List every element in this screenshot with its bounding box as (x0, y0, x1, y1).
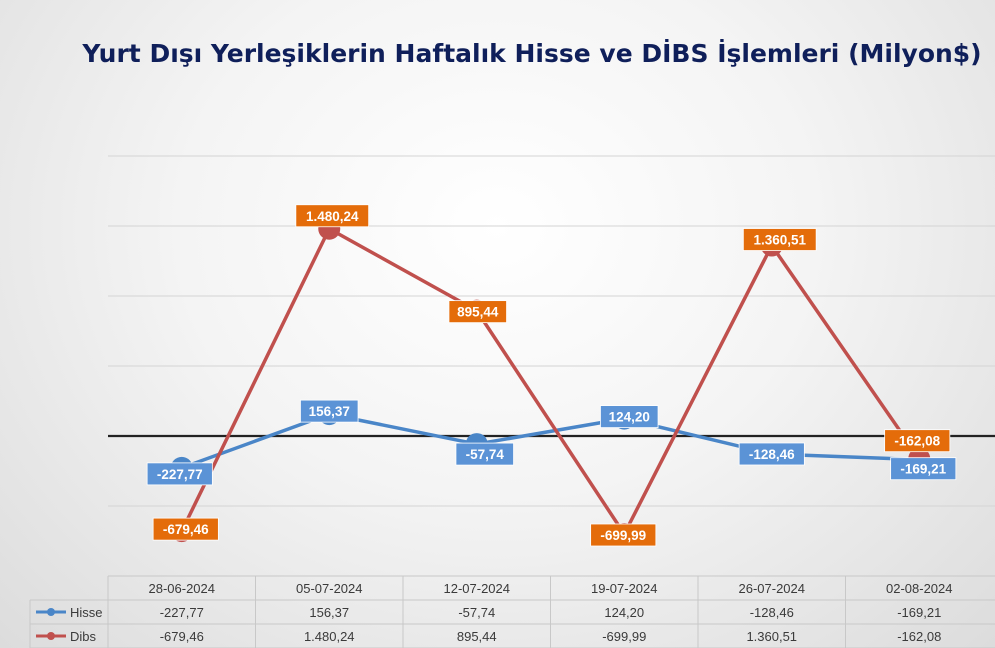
data-label-dibs: 1.480,24 (295, 204, 370, 228)
data-label-hisse: -169,21 (890, 457, 957, 481)
data-label-hisse: -128,46 (738, 442, 805, 466)
table-header-cell: 19-07-2024 (591, 581, 658, 596)
data-label-hisse: -227,77 (146, 462, 213, 486)
data-labels: -227,77 156,37 -57,74 124,20 -128,46 -169,21 -… (146, 204, 957, 547)
svg-text:-227,77: -227,77 (157, 467, 203, 482)
data-label-dibs: -162,08 (884, 429, 951, 453)
legend-key-hisse (36, 608, 66, 616)
data-label-dibs: -699,99 (590, 523, 657, 547)
data-label-hisse: 156,37 (300, 399, 359, 423)
table-cell: -128,46 (750, 605, 794, 620)
svg-text:-679,46: -679,46 (163, 522, 209, 537)
legend-key-dibs (36, 632, 66, 640)
svg-text:1.360,51: 1.360,51 (753, 233, 806, 248)
table-header-cell: 28-06-2024 (149, 581, 216, 596)
data-label-hisse: -57,74 (455, 442, 514, 466)
svg-text:895,44: 895,44 (457, 305, 499, 320)
data-label-dibs: 1.360,51 (742, 228, 817, 251)
table-cell: 1.480,24 (304, 629, 355, 644)
table-cell: 1.360,51 (746, 629, 797, 644)
legend-label-dibs: Dibs (70, 629, 97, 644)
table-header-cell: 12-07-2024 (444, 581, 511, 596)
data-label-dibs: -679,46 (152, 517, 219, 541)
data-table: 28-06-2024 05-07-2024 12-07-2024 19-07-2024… (29, 575, 995, 648)
svg-text:124,20: 124,20 (609, 410, 650, 425)
svg-text:1.480,24: 1.480,24 (306, 209, 359, 224)
table-header-cell: 26-07-2024 (739, 581, 806, 596)
svg-text:-162,08: -162,08 (894, 434, 940, 449)
table-header-cell: 05-07-2024 (296, 581, 363, 596)
svg-text:-128,46: -128,46 (749, 447, 795, 462)
legend-label-hisse: Hisse (70, 605, 103, 620)
table-cell: -162,08 (897, 629, 941, 644)
svg-text:156,37: 156,37 (309, 404, 350, 419)
data-label-dibs: 895,44 (448, 300, 507, 324)
table-cell: 895,44 (457, 629, 497, 644)
table-cell: 156,37 (309, 605, 349, 620)
data-label-hisse: 124,20 (600, 405, 659, 429)
table-cell: -699,99 (602, 629, 646, 644)
grid-lines (108, 155, 995, 507)
table-cell: -679,46 (160, 629, 204, 644)
table-cell: 124,20 (604, 605, 644, 620)
chart-title: Yurt Dışı Yerleşiklerin Haftalık Hisse v… (81, 38, 981, 68)
table-cell: -57,74 (458, 605, 495, 620)
svg-text:-699,99: -699,99 (600, 528, 646, 543)
svg-text:-57,74: -57,74 (466, 447, 505, 462)
table-header-cell: 02-08-2024 (886, 581, 953, 596)
svg-text:-169,21: -169,21 (900, 462, 946, 477)
series-layer (170, 217, 931, 545)
table-cell: -169,21 (897, 605, 941, 620)
table-cell: -227,77 (160, 605, 204, 620)
series-line-dibs (180, 227, 921, 536)
